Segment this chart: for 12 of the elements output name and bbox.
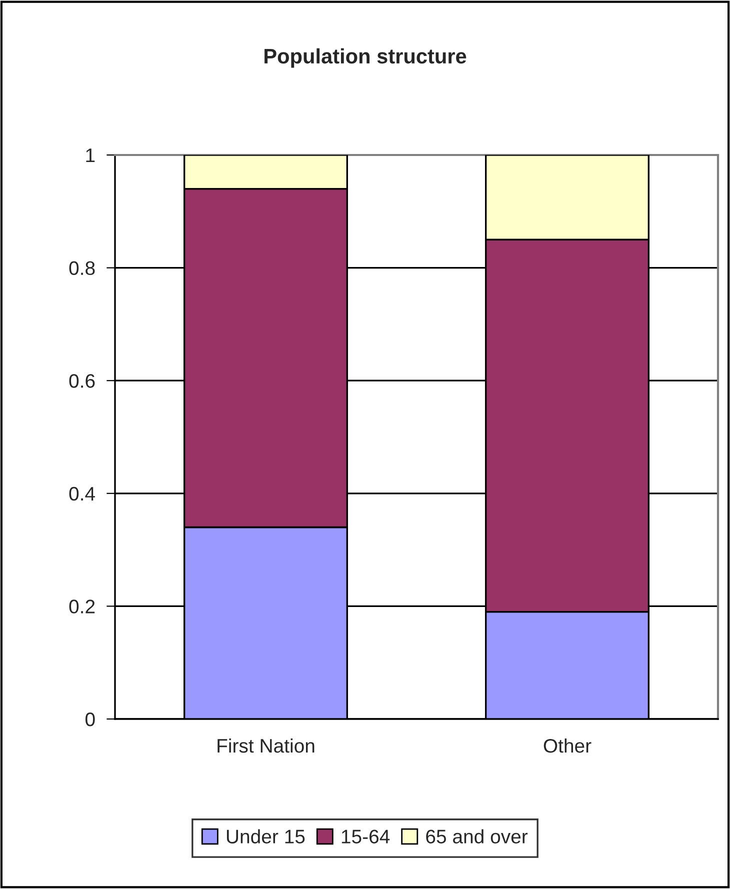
legend-label: Under 15 bbox=[226, 829, 305, 844]
y-tick-label: 0.8 bbox=[69, 261, 95, 276]
y-tick-label: 0.4 bbox=[69, 486, 95, 501]
y-tick-label: 1 bbox=[86, 148, 95, 162]
legend-label: 15-64 bbox=[342, 830, 390, 844]
x-tick-label: First Nation bbox=[218, 738, 314, 753]
y-tick-label: 0.6 bbox=[69, 374, 95, 388]
chart-title: Population structure bbox=[264, 48, 466, 68]
legend-label: 65 and over bbox=[426, 829, 528, 844]
x-tick-label: Other bbox=[544, 738, 592, 753]
y-tick-label: 0 bbox=[86, 712, 95, 726]
y-tick-label: 0.2 bbox=[69, 600, 95, 614]
